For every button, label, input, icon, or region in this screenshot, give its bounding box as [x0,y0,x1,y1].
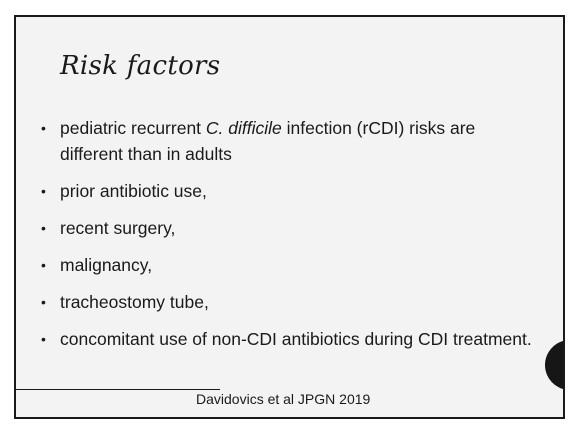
bullet-list: • pediatric recurrent C. difficile infec… [38,115,543,363]
bullet-dot-icon: • [41,331,46,347]
bullet-item-concomitant-antibiotics: • concomitant use of non-CDI antibiotics… [38,326,543,352]
bullet-item-rcdi: • pediatric recurrent C. difficile infec… [38,115,543,167]
bullet-dot-icon: • [41,294,46,310]
citation: Davidovics et al JPGN 2019 [196,391,371,407]
bullet-text-prefix: pediatric recurrent [60,118,206,138]
bullet-text-suffix: infection (rCDI) risks are different tha… [60,118,476,164]
bullet-text: malignancy, [60,255,153,275]
bullet-text-organism: C. difficile [205,118,282,138]
slide-frame: Risk factors • pediatric recurrent C. di… [14,15,565,419]
bullet-item-antibiotic-use: • prior antibiotic use, [38,178,543,204]
bullet-item-malignancy: • malignancy, [38,252,543,278]
bullet-dot-icon: • [41,257,46,273]
bullet-dot-icon: • [41,120,46,136]
footer-divider [16,389,220,390]
slide-nav-tab[interactable] [545,340,563,390]
bullet-text: prior antibiotic use, [60,181,207,201]
bullet-dot-icon: • [41,183,46,199]
bullet-text: recent surgery, [60,218,176,238]
bullet-dot-icon: • [41,220,46,236]
slide-title: Risk factors [60,51,221,81]
bullet-text: concomitant use of non-CDI antibiotics d… [60,329,532,349]
bullet-item-recent-surgery: • recent surgery, [38,215,543,241]
bullet-text: tracheostomy tube, [60,292,209,312]
bullet-item-tracheostomy: • tracheostomy tube, [38,289,543,315]
